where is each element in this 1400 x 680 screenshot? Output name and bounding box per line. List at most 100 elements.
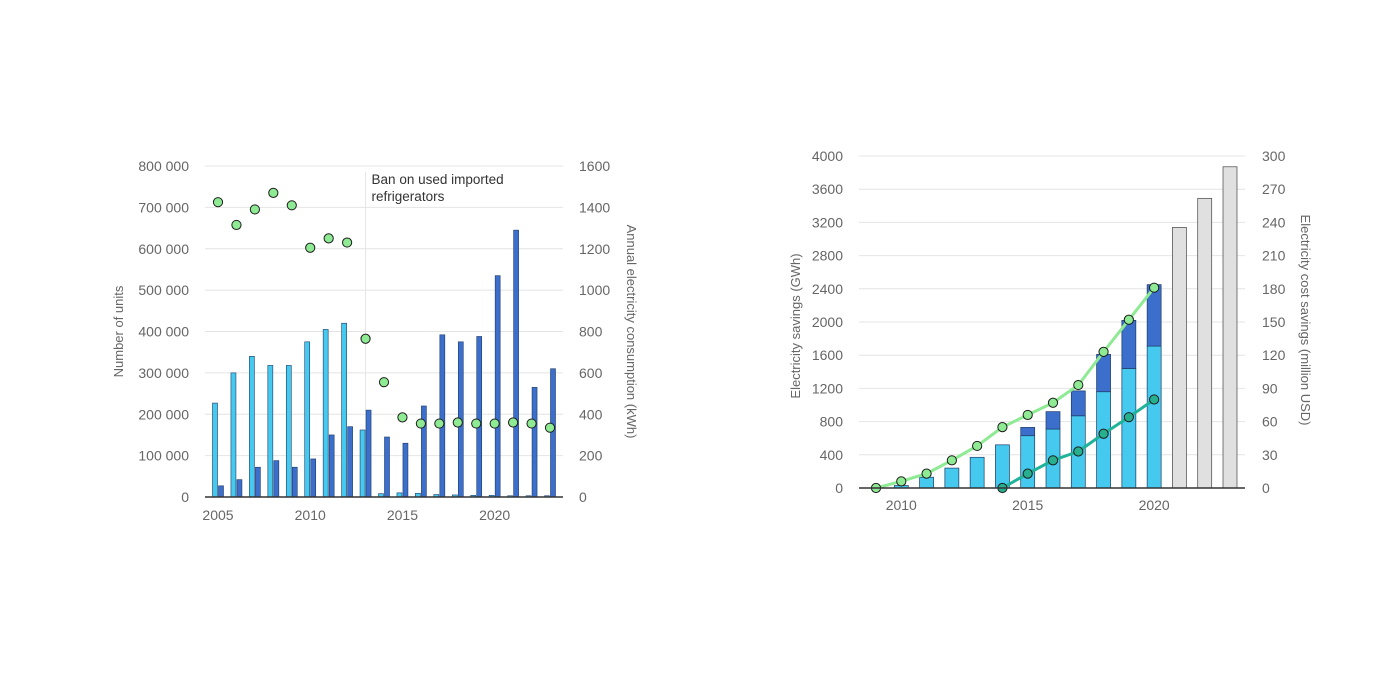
annotation-text-line2: refrigerators [372, 189, 445, 204]
x-axis-ticks: 2010 2015 2020 [886, 497, 1170, 513]
scatter-point [526, 418, 537, 429]
x-tick-label: 2005 [202, 507, 233, 523]
electricity-savings-chart: 040080012001600200024002800320036004000 … [788, 148, 1313, 513]
marker-light-green [921, 468, 932, 479]
bar-light [1146, 345, 1162, 489]
bar-dark [291, 466, 298, 498]
bar-light [341, 322, 347, 498]
scatter-point [378, 377, 390, 388]
bar-dark [494, 275, 501, 498]
scatter-point [286, 200, 297, 211]
y2-tick-label: 240 [1262, 214, 1286, 230]
bar-dark [255, 466, 261, 498]
y2-tick-label: 120 [1262, 347, 1286, 363]
y-tick-label: 200 000 [138, 406, 189, 422]
scatter-point [305, 242, 316, 253]
marker-light-green [1098, 346, 1109, 357]
bar-dark [218, 485, 224, 498]
y-tick-label: 1600 [812, 347, 843, 363]
bar-light [322, 329, 329, 498]
y-tick-label: 800 000 [138, 158, 189, 174]
y-tick-label: 3200 [812, 214, 843, 230]
y-tick-label: 2800 [812, 248, 843, 264]
bar-light [1121, 368, 1137, 489]
bar-light [285, 365, 292, 498]
bar-dark [310, 458, 317, 498]
scatter-point [342, 237, 353, 248]
scatter-series [212, 187, 556, 433]
y2-axis-title: Annual electricity consumption (kWh) [624, 225, 639, 439]
bar-dark [328, 434, 335, 498]
y-tick-label: 600 000 [138, 241, 189, 257]
marker-light-green [1047, 397, 1059, 408]
bar-light [995, 444, 1010, 489]
marker-light-green [1123, 314, 1134, 325]
y-tick-label: 2000 [812, 314, 843, 330]
scatter-point [397, 412, 408, 423]
y-tick-label: 1200 [812, 380, 843, 396]
y2-tick-label: 150 [1262, 314, 1286, 330]
grid-lines [205, 165, 563, 457]
x-tick-label: 2020 [479, 507, 510, 523]
bar-light [249, 356, 255, 498]
y-tick-label: 4000 [812, 148, 843, 164]
marker-light-green [946, 455, 957, 466]
marker-light-green [972, 440, 983, 452]
y2-axis-title: Electricity cost savings (million USD) [1298, 215, 1313, 426]
grid-lines [859, 155, 1245, 456]
y2-tick-label: 600 [579, 365, 603, 381]
scatter-point [212, 197, 224, 208]
annotation-text-line1: Ban on used imported [372, 172, 504, 187]
y2-tick-label: 200 [579, 448, 603, 464]
marker-light-green [1022, 409, 1033, 421]
scatter-point [249, 204, 260, 215]
y-tick-label: 300 000 [138, 365, 189, 381]
marker-teal [1098, 428, 1109, 439]
bar-dark [402, 442, 409, 498]
bar-dark [365, 409, 372, 498]
y-axis-title: Electricity savings (GWh) [788, 253, 803, 398]
marker-teal [1123, 412, 1134, 423]
y-tick-label: 400 000 [138, 324, 189, 340]
bar-dark [347, 426, 353, 498]
line-light-green [875, 286, 1156, 490]
y-tick-label: 800 [820, 414, 844, 430]
scatter-point [471, 418, 482, 429]
bar-grey [1197, 197, 1213, 489]
y2-tick-label: 270 [1262, 181, 1286, 197]
bar-light [1020, 435, 1036, 489]
x-tick-label: 2020 [1139, 497, 1170, 513]
bar-series [893, 166, 1238, 489]
y2-axis-ticks: 0 30 60 90 120 150 180 210 240 270 300 [1262, 148, 1286, 496]
x-axis-ticks: 2005 2010 2015 2020 [202, 507, 510, 523]
y2-tick-label: 180 [1262, 281, 1286, 297]
bar-light [304, 341, 311, 498]
scatter-point [415, 418, 426, 429]
x-tick-label: 2015 [387, 507, 418, 523]
bar-grey [1172, 227, 1187, 489]
y2-tick-label: 60 [1262, 414, 1278, 430]
y2-tick-label: 300 [1262, 148, 1286, 164]
bar-series [212, 229, 556, 498]
line-series [875, 286, 1156, 490]
y2-tick-label: 210 [1262, 248, 1286, 264]
bar-light [969, 456, 985, 489]
y2-tick-label: 1600 [579, 158, 610, 174]
bar-dark [1020, 427, 1036, 437]
y-tick-label: 2400 [812, 281, 843, 297]
marker-light-green [896, 476, 907, 487]
y-tick-label: 100 000 [138, 448, 189, 464]
bar-light [919, 476, 934, 489]
refrigerator-units-chart: Ban on used imported refrigerators 0 100 … [111, 158, 639, 523]
y-tick-label: 0 [181, 489, 189, 505]
y2-tick-label: 1400 [579, 199, 610, 215]
scatter-point [508, 417, 519, 428]
y2-tick-label: 800 [579, 324, 603, 340]
bar-dark [1070, 390, 1086, 417]
bar-light [230, 372, 237, 498]
bar-dark [550, 368, 556, 498]
y2-tick-label: 1200 [579, 241, 610, 257]
marker-teal [1047, 455, 1059, 466]
bar-dark [236, 479, 243, 498]
